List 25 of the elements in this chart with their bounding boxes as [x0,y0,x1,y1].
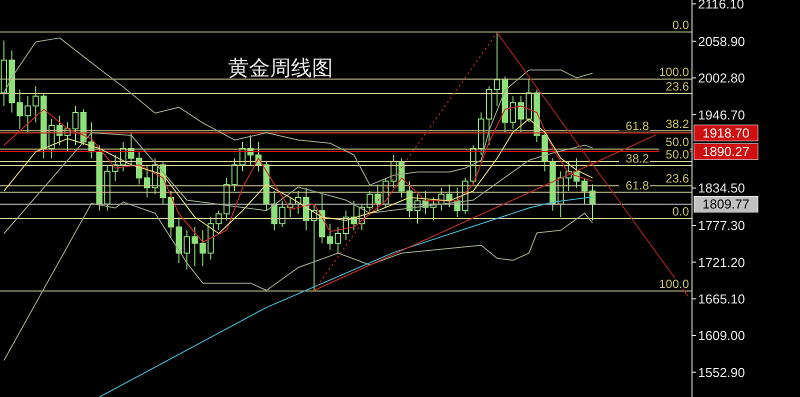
ref-line-label: 1918.70 [702,125,750,140]
text: 黄金周线图 [228,55,333,82]
annotation: 38.2 [666,116,690,131]
y-tick-label: 1946.70 [698,107,745,122]
ref-line-label: 1890.27 [702,144,750,160]
annotation: 100.0 [658,277,690,292]
annotation: 23.6 [666,172,690,186]
y-tick-label: 1665.10 [698,291,745,306]
annotation: 0.0 [672,18,690,32]
annotation: 0.0 [672,204,690,218]
annotation: 23.6 [666,80,690,94]
annotation: 61.8 [626,178,650,192]
y-tick-label: 1721.20 [698,254,745,270]
y-tick-label: 1552.90 [698,364,745,380]
y-tick-label: 2058.90 [698,34,745,49]
annotation: 61.8 [626,118,650,133]
annotation: 50.0 [666,148,690,162]
annotation: 100.0 [658,65,690,80]
y-tick-label: 1609.00 [698,328,745,344]
annotation: 38.2 [626,151,650,166]
ref-line-label: 1809.77 [702,196,750,212]
y-tick-label: 2002.80 [698,70,745,86]
annotation: 50.0 [666,135,690,150]
y-tick-label: 1777.30 [698,218,745,234]
y-tick-label: 1834.50 [698,180,745,196]
